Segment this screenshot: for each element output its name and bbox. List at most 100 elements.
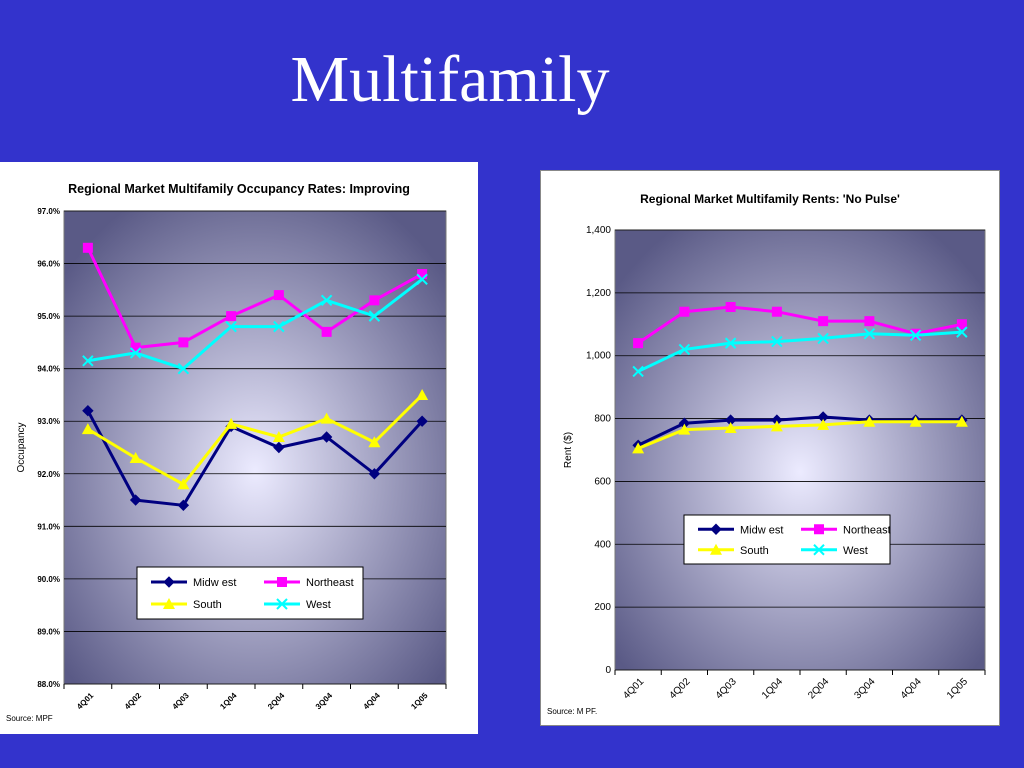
data-point-west — [82, 355, 94, 367]
y-axis-label: Rent ($) — [563, 432, 574, 468]
data-point-northeast — [273, 290, 284, 301]
data-point-south — [955, 415, 968, 427]
series-south — [632, 415, 968, 454]
data-point-south — [817, 418, 830, 430]
legend-marker-northeast — [277, 577, 287, 587]
legend-marker-west — [276, 598, 288, 610]
data-point-northeast — [369, 295, 380, 306]
x-tick-label: 4Q03 — [171, 691, 192, 712]
series-line-south — [87, 393, 424, 487]
series-line-northeast — [637, 305, 963, 345]
y-tick-label: 1,400 — [586, 225, 611, 236]
data-point-west — [771, 335, 783, 348]
plot-area — [614, 229, 986, 671]
legend-label-west: West — [306, 599, 331, 611]
data-point-west — [678, 343, 691, 356]
x-tick-label: 2Q04 — [806, 676, 831, 701]
x-tick-label: 1Q04 — [218, 691, 239, 712]
data-point-west — [817, 332, 829, 345]
chart-title: Regional Market Multifamily Occupancy Ra… — [68, 182, 410, 196]
data-point-west — [909, 329, 922, 341]
legend-label-south: South — [193, 599, 222, 611]
legend-label-midw-est: Midw est — [740, 524, 783, 536]
data-point-west — [273, 320, 285, 333]
legend-box — [136, 566, 364, 620]
data-point-west — [368, 310, 381, 322]
x-tick-label: 4Q01 — [621, 676, 646, 701]
legend-label-west: West — [843, 545, 868, 557]
data-point-south — [863, 415, 876, 427]
y-tick-label: 97.0% — [37, 207, 60, 216]
data-point-south — [632, 442, 645, 454]
data-point-midw-est — [320, 431, 333, 443]
series-line-midw-est — [637, 415, 962, 447]
x-tick-label: 4Q03 — [714, 676, 739, 701]
data-point-west — [863, 328, 876, 340]
data-point-west — [177, 362, 190, 375]
data-point-west — [416, 273, 428, 286]
rent-chart-panel: Regional Market Multifamily Rents: 'No P… — [540, 170, 1000, 726]
rent-chart: Regional Market Multifamily Rents: 'No P… — [563, 192, 986, 701]
legend: Midw est Northeast South West — [136, 566, 364, 620]
data-point-midw-est — [177, 499, 190, 512]
data-point-south — [909, 415, 922, 427]
data-point-northeast — [818, 316, 829, 327]
y-tick-label: 1,200 — [586, 288, 611, 299]
y-tick-label: 1,000 — [586, 351, 611, 362]
legend-marker-midw-est — [710, 523, 722, 535]
data-point-west — [320, 294, 333, 307]
series-west — [632, 326, 968, 378]
legend-box — [683, 514, 891, 565]
occupancy-chart: Regional Market Multifamily Occupancy Ra… — [16, 182, 447, 712]
y-tick-label: 90.0% — [37, 575, 60, 584]
data-point-northeast — [910, 328, 921, 339]
data-point-northeast — [679, 306, 690, 317]
data-point-south — [129, 452, 142, 464]
x-tick-label: 1Q04 — [760, 676, 785, 701]
data-point-west — [632, 365, 644, 378]
y-axis-label: Occupancy — [16, 422, 27, 472]
y-tick-label: 89.0% — [37, 627, 60, 636]
data-point-northeast — [771, 306, 782, 317]
legend: Midw est Northeast South West — [683, 514, 891, 565]
x-tick-label: 4Q04 — [362, 691, 383, 712]
x-tick-label: 1Q05 — [409, 691, 430, 712]
series-line-midw-est — [86, 410, 424, 507]
slide-title: Multifamily — [290, 43, 610, 116]
y-tick-label: 88.0% — [37, 680, 60, 689]
series-south — [81, 388, 429, 490]
legend-label-northeast: Northeast — [843, 524, 891, 536]
data-point-northeast — [178, 337, 189, 348]
series-line-south — [637, 420, 962, 450]
legend-label-south: South — [740, 545, 769, 557]
rent-source-note: Source: M PF. — [547, 707, 598, 716]
legend-label-midw-est: Midw est — [193, 577, 236, 589]
series-line-west — [87, 278, 424, 371]
data-point-south — [272, 430, 285, 442]
x-tick-label: 4Q01 — [75, 691, 96, 712]
data-point-south — [678, 423, 691, 435]
x-tick-label: 4Q04 — [899, 676, 924, 701]
y-tick-label: 91.0% — [37, 522, 60, 531]
series-northeast — [633, 302, 967, 349]
data-point-northeast — [633, 338, 644, 349]
legend-marker-northeast — [814, 524, 824, 535]
data-point-south — [416, 388, 429, 400]
legend-marker-south — [163, 598, 175, 609]
data-point-midw-est — [273, 441, 285, 454]
x-tick-label: 4Q02 — [667, 676, 692, 701]
data-point-south — [724, 422, 737, 433]
series-midw-est — [82, 405, 428, 512]
series-line-northeast — [86, 247, 423, 350]
data-point-midw-est — [416, 415, 428, 427]
legend-label-northeast: Northeast — [306, 577, 354, 589]
legend-marker-south — [710, 543, 722, 555]
data-point-northeast — [321, 326, 332, 337]
y-tick-label: 600 — [594, 476, 611, 487]
data-point-south — [320, 412, 333, 424]
data-point-west — [956, 326, 968, 338]
data-point-south — [368, 436, 381, 448]
chart-title: Regional Market Multifamily Rents: 'No P… — [640, 192, 900, 206]
y-tick-label: 95.0% — [37, 312, 60, 321]
x-tick-label: 2Q04 — [266, 691, 287, 712]
